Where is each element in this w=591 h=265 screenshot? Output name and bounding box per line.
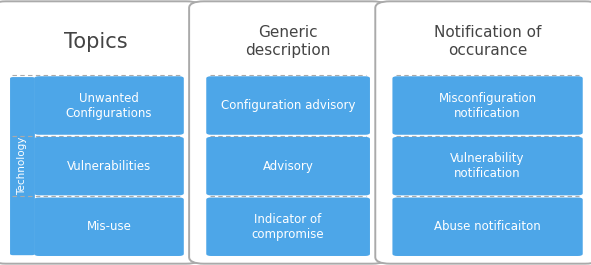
Text: Vulnerabilities: Vulnerabilities [67, 160, 151, 173]
FancyBboxPatch shape [392, 76, 583, 135]
Text: Advisory: Advisory [262, 160, 314, 173]
Text: Vulnerability
notification: Vulnerability notification [450, 152, 525, 180]
Text: Generic
description: Generic description [245, 25, 331, 58]
FancyBboxPatch shape [34, 197, 184, 256]
FancyBboxPatch shape [392, 197, 583, 256]
Text: Mis-use: Mis-use [87, 220, 131, 233]
Text: Notification of
occurance: Notification of occurance [434, 25, 541, 58]
FancyBboxPatch shape [10, 77, 35, 255]
FancyBboxPatch shape [0, 1, 201, 264]
Text: Abuse notificaiton: Abuse notificaiton [434, 220, 541, 233]
FancyBboxPatch shape [206, 137, 370, 195]
Text: Misconfiguration
notification: Misconfiguration notification [439, 91, 537, 120]
Text: Technology: Technology [18, 137, 27, 195]
Text: Configuration advisory: Configuration advisory [221, 99, 355, 112]
FancyBboxPatch shape [34, 76, 184, 135]
FancyBboxPatch shape [206, 76, 370, 135]
Text: Topics: Topics [64, 32, 128, 52]
FancyBboxPatch shape [392, 137, 583, 195]
Text: Unwanted
Configurations: Unwanted Configurations [66, 91, 152, 120]
FancyBboxPatch shape [206, 197, 370, 256]
FancyBboxPatch shape [34, 137, 184, 195]
Text: Indicator of
compromise: Indicator of compromise [252, 213, 324, 241]
FancyBboxPatch shape [189, 1, 387, 264]
FancyBboxPatch shape [375, 1, 591, 264]
